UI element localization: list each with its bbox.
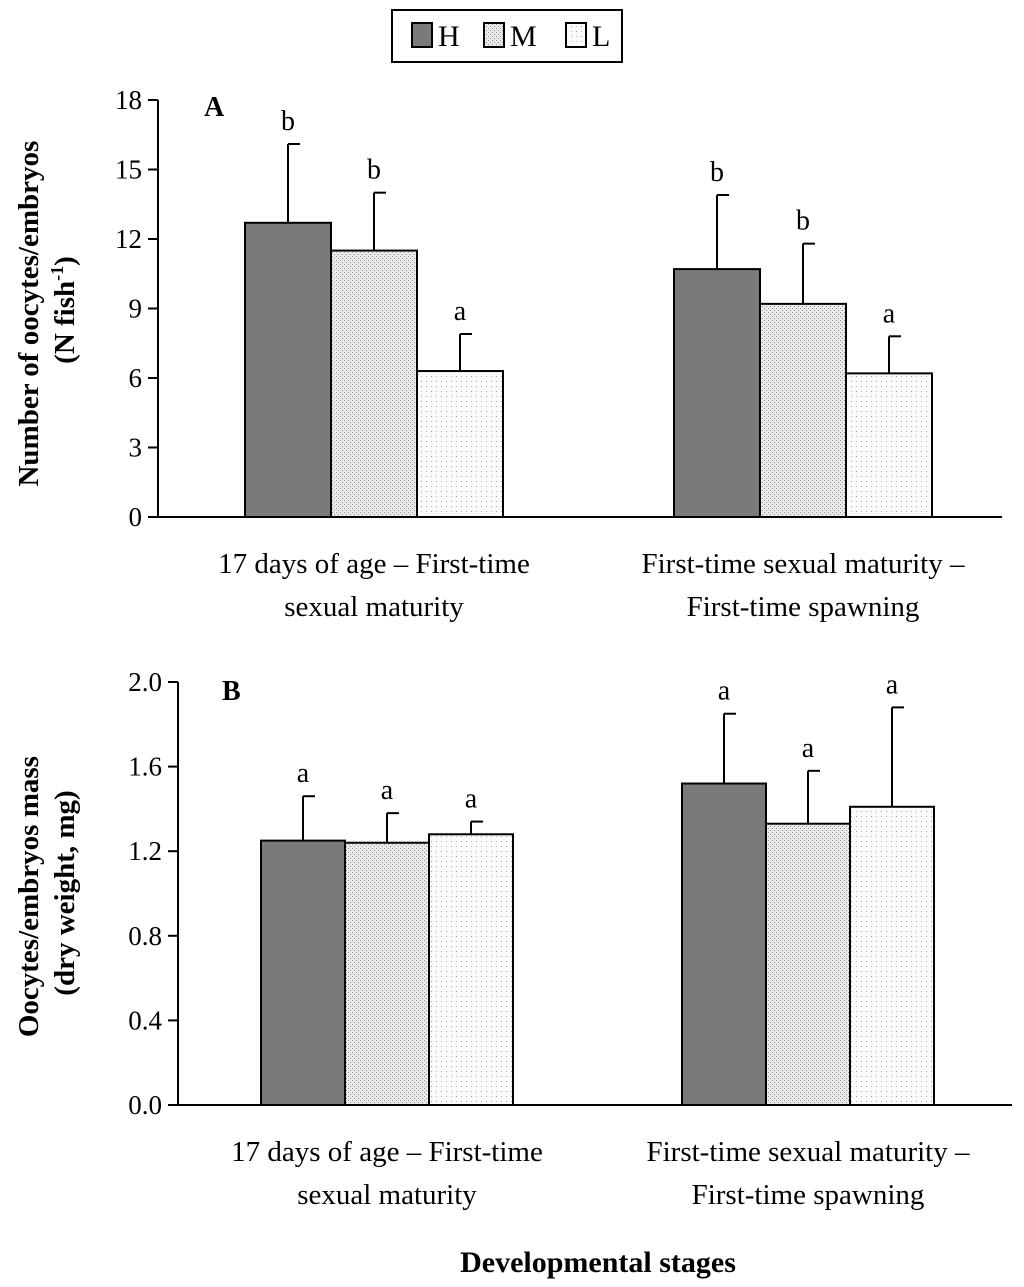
panel-b-ylabel-line1: Oocytes/embryos mass	[13, 756, 45, 1037]
panel-b-y-tick-label: 1.2	[128, 836, 162, 866]
panel-b-label: B	[222, 676, 241, 707]
panel-b-significance-letter: a	[381, 775, 394, 806]
panel-b-significance-letter: a	[718, 676, 731, 707]
legend-swatch-m	[483, 22, 505, 48]
panel-a-bar-h	[244, 221, 332, 519]
panel-a-y-tick-label: 18	[115, 85, 142, 115]
x-axis-title: Developmental stages	[460, 1246, 736, 1279]
panel-a-significance-letter: b	[281, 106, 295, 137]
panel-a-y-tick-label: 0	[129, 502, 143, 532]
panel-b-significance-letter: a	[802, 733, 815, 764]
panel-a-y-tick-label: 3	[129, 433, 143, 463]
panel-b-bar-l	[849, 805, 935, 1106]
panel-b-y-tick-label: 1.6	[128, 752, 162, 782]
legend-label-m: M	[510, 20, 537, 53]
panel-a-significance-letter: a	[454, 296, 467, 327]
panel-b: B Oocytes/embryos mass (dry weight, mg) …	[13, 667, 1012, 1211]
legend-swatch-h	[411, 22, 433, 48]
panel-a-ylabel: Number of oocytes/embryos (N fish-1)	[13, 133, 81, 486]
panel-a-ylabel-line1: Number of oocytes/embryos	[13, 141, 45, 487]
panel-a-category-label: 17 days of age – First-time	[218, 548, 530, 580]
panel-b-category-label: 17 days of age – First-time	[231, 1136, 543, 1168]
panel-a-significance-letter: b	[367, 155, 381, 186]
panel-b-bar-l	[428, 833, 514, 1107]
panel-b-bar-h	[681, 782, 767, 1107]
panel-b-significance-letter: a	[465, 784, 478, 815]
panel-b-category-label: First-time sexual maturity –	[647, 1136, 970, 1168]
panel-a-y-tick-label: 12	[115, 224, 142, 254]
panel-b-bar-h	[260, 839, 346, 1106]
panel-b-category-label: sexual maturity	[297, 1179, 477, 1211]
panel-a-ylabel-close: )	[49, 256, 81, 266]
panel-b-ylabel: Oocytes/embryos mass (dry weight, mg)	[13, 749, 81, 1037]
panel-a-bar-l	[845, 372, 933, 518]
panel-b-y-tick-label: 0.4	[128, 1005, 162, 1035]
panel-a-y-tick-label: 6	[129, 363, 143, 393]
panel-b-bar-m	[765, 822, 851, 1107]
legend-label-l: L	[592, 20, 610, 53]
panel-a-category-label: First-time spawning	[687, 591, 920, 623]
legend-swatch-l	[565, 22, 587, 48]
legend-label-h: H	[438, 20, 460, 53]
panel-a-bar-m	[759, 302, 847, 518]
panel-b-ylabel-line2: (dry weight, mg)	[49, 790, 81, 995]
panel-a-significance-letter: a	[883, 298, 896, 329]
panel-a-plot: 0 3 6 9 12 15 18 b b b b a a 17 days of age – First-t…	[115, 85, 1002, 623]
panel-a: A Number of oocytes/embryos (N fish-1) 0…	[13, 85, 1002, 623]
panel-b-bar-m	[344, 841, 430, 1106]
panel-a-ylabel-line2: (N fish	[49, 281, 81, 364]
panel-b-significance-letter: a	[886, 669, 899, 700]
panel-a-significance-letter: b	[796, 206, 810, 237]
panel-a-bar-h	[673, 268, 761, 518]
panel-a-bar-m	[330, 249, 418, 518]
panel-b-category-label: First-time spawning	[692, 1179, 925, 1211]
panel-a-y-tick-label: 9	[129, 294, 143, 324]
legend: H M L	[391, 9, 623, 63]
panel-a-significance-letter: b	[710, 157, 724, 188]
panel-a-category-label: sexual maturity	[284, 591, 464, 623]
panel-a-category-label: First-time sexual maturity –	[642, 548, 965, 580]
panel-b-y-tick-label: 0.8	[128, 921, 162, 951]
panel-a-ylabel-sup: -1	[47, 266, 67, 281]
panel-b-plot: 0.0 0.4 0.8 1.2 1.6 2.0 a a a a a a 17 days of age –…	[128, 667, 1012, 1211]
panel-a-y-tick-label: 15	[115, 155, 142, 185]
panel-b-y-tick-label: 2.0	[128, 667, 162, 697]
panel-b-y-tick-label: 0.0	[128, 1090, 162, 1120]
panel-b-significance-letter: a	[297, 758, 310, 789]
panel-a-label: A	[204, 92, 225, 123]
panel-a-bar-l	[416, 370, 504, 518]
